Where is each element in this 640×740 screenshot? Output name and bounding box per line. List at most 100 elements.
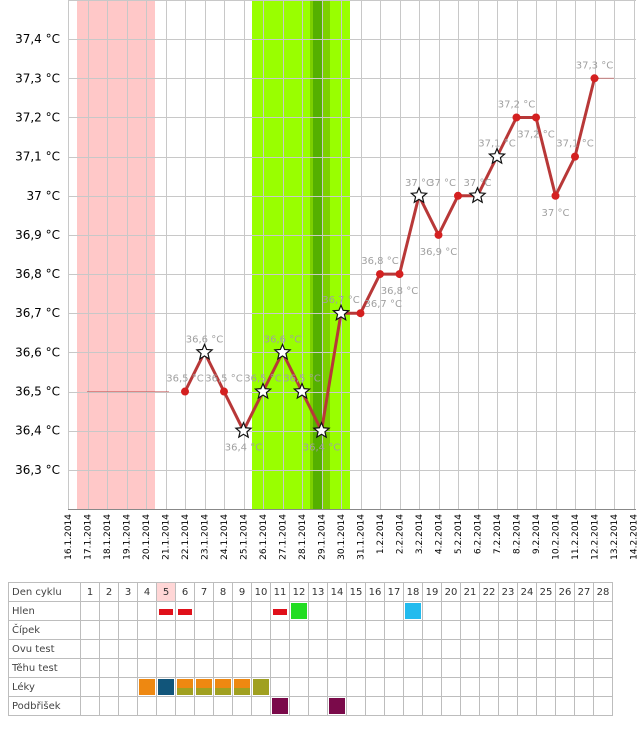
cycle-cell[interactable] <box>118 639 138 659</box>
cycle-cell[interactable] <box>327 620 347 640</box>
cycle-cell[interactable] <box>327 639 347 659</box>
cycle-cell[interactable] <box>232 677 252 697</box>
cycle-cell[interactable] <box>593 639 613 659</box>
cycle-cell[interactable] <box>384 696 404 716</box>
cycle-cell[interactable] <box>593 658 613 678</box>
cycle-cell[interactable] <box>175 677 195 697</box>
cycle-cell[interactable] <box>289 677 309 697</box>
cycle-cell[interactable] <box>308 658 328 678</box>
cycle-cell[interactable] <box>232 639 252 659</box>
cycle-cell[interactable] <box>593 620 613 640</box>
cycle-cell[interactable] <box>593 677 613 697</box>
cycle-cell[interactable] <box>346 620 366 640</box>
cycle-cell[interactable] <box>479 639 499 659</box>
cycle-cell[interactable] <box>498 658 518 678</box>
cycle-cell[interactable] <box>327 677 347 697</box>
cycle-cell[interactable] <box>213 601 233 621</box>
cycle-cell[interactable] <box>156 658 176 678</box>
cycle-cell[interactable] <box>270 639 290 659</box>
cycle-cell[interactable] <box>156 677 176 697</box>
cycle-cell[interactable] <box>213 658 233 678</box>
cycle-cell[interactable] <box>574 620 594 640</box>
cycle-cell[interactable] <box>403 677 423 697</box>
cycle-cell[interactable] <box>536 677 556 697</box>
cycle-cell[interactable] <box>232 658 252 678</box>
cycle-cell[interactable] <box>99 677 119 697</box>
cycle-cell[interactable] <box>194 677 214 697</box>
cycle-cell[interactable] <box>574 601 594 621</box>
cycle-cell[interactable] <box>517 696 537 716</box>
cycle-cell[interactable] <box>574 639 594 659</box>
cycle-cell[interactable] <box>137 639 157 659</box>
cycle-cell[interactable] <box>118 696 138 716</box>
cycle-cell[interactable] <box>213 639 233 659</box>
cycle-cell[interactable] <box>270 658 290 678</box>
cycle-cell[interactable] <box>536 658 556 678</box>
cycle-cell[interactable] <box>213 620 233 640</box>
cycle-cell[interactable] <box>156 639 176 659</box>
cycle-cell[interactable] <box>80 620 100 640</box>
cycle-cell[interactable] <box>422 658 442 678</box>
cycle-cell[interactable] <box>99 639 119 659</box>
cycle-cell[interactable] <box>403 639 423 659</box>
cycle-cell[interactable] <box>574 696 594 716</box>
cycle-cell[interactable] <box>365 601 385 621</box>
cycle-cell[interactable] <box>327 696 347 716</box>
cycle-cell[interactable] <box>460 677 480 697</box>
cycle-cell[interactable] <box>384 620 404 640</box>
cycle-cell[interactable] <box>327 601 347 621</box>
cycle-cell[interactable] <box>308 601 328 621</box>
cycle-cell[interactable] <box>555 696 575 716</box>
cycle-cell[interactable] <box>517 658 537 678</box>
cycle-cell[interactable] <box>574 677 594 697</box>
cycle-cell[interactable] <box>251 677 271 697</box>
cycle-cell[interactable] <box>536 696 556 716</box>
cycle-cell[interactable] <box>308 677 328 697</box>
cycle-cell[interactable] <box>175 639 195 659</box>
cycle-cell[interactable] <box>346 696 366 716</box>
cycle-cell[interactable] <box>251 601 271 621</box>
cycle-cell[interactable] <box>422 677 442 697</box>
cycle-cell[interactable] <box>479 658 499 678</box>
cycle-cell[interactable] <box>346 601 366 621</box>
cycle-cell[interactable] <box>441 696 461 716</box>
cycle-cell[interactable] <box>555 677 575 697</box>
cycle-cell[interactable] <box>479 620 499 640</box>
cycle-cell[interactable] <box>479 677 499 697</box>
cycle-cell[interactable] <box>251 639 271 659</box>
cycle-cell[interactable] <box>441 620 461 640</box>
cycle-cell[interactable] <box>175 696 195 716</box>
cycle-cell[interactable] <box>308 696 328 716</box>
cycle-cell[interactable] <box>194 639 214 659</box>
cycle-cell[interactable] <box>289 696 309 716</box>
cycle-cell[interactable] <box>308 639 328 659</box>
cycle-cell[interactable] <box>498 696 518 716</box>
cycle-cell[interactable] <box>555 601 575 621</box>
cycle-cell[interactable] <box>175 620 195 640</box>
cycle-cell[interactable] <box>555 620 575 640</box>
cycle-cell[interactable] <box>270 620 290 640</box>
cycle-cell[interactable] <box>460 620 480 640</box>
cycle-cell[interactable] <box>232 601 252 621</box>
cycle-cell[interactable] <box>213 677 233 697</box>
cycle-cell[interactable] <box>156 601 176 621</box>
cycle-cell[interactable] <box>498 639 518 659</box>
cycle-cell[interactable] <box>422 620 442 640</box>
cycle-cell[interactable] <box>365 658 385 678</box>
cycle-cell[interactable] <box>137 677 157 697</box>
cycle-cell[interactable] <box>99 658 119 678</box>
cycle-cell[interactable] <box>137 658 157 678</box>
cycle-cell[interactable] <box>498 677 518 697</box>
cycle-cell[interactable] <box>517 677 537 697</box>
cycle-cell[interactable] <box>441 677 461 697</box>
cycle-cell[interactable] <box>460 696 480 716</box>
cycle-cell[interactable] <box>460 639 480 659</box>
cycle-cell[interactable] <box>80 658 100 678</box>
cycle-cell[interactable] <box>175 658 195 678</box>
cycle-cell[interactable] <box>270 677 290 697</box>
cycle-cell[interactable] <box>365 677 385 697</box>
cycle-cell[interactable] <box>270 696 290 716</box>
cycle-cell[interactable] <box>308 620 328 640</box>
cycle-cell[interactable] <box>384 677 404 697</box>
cycle-cell[interactable] <box>194 620 214 640</box>
